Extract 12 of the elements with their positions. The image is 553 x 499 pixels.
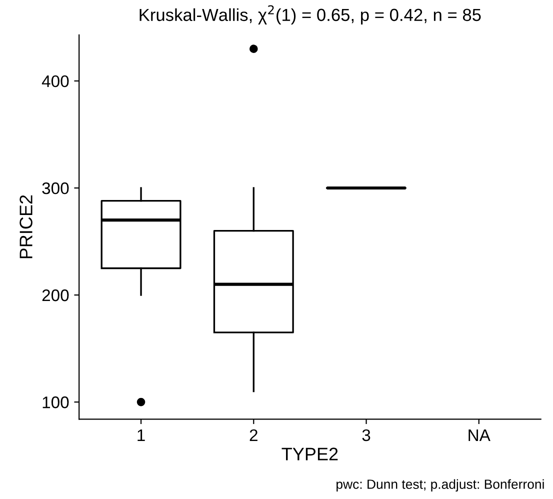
text: pwc: Dunn test; p.adjust: Bonferroni xyxy=(336,479,544,492)
x-tick-label: 3 xyxy=(362,429,370,442)
y-tick-label: 400 xyxy=(42,75,69,88)
y-tick-label: 100 xyxy=(42,396,69,408)
chart-title: Kruskal-Wallis, χ$^{2}$(1) = 0.65, p = 0.42, n = 85 xyxy=(140,5,481,25)
x-axis-title: TYPE2 xyxy=(282,448,338,460)
x-tick-label: NA xyxy=(468,429,490,441)
x-tick-label: 2 xyxy=(250,429,258,441)
y-tick-label: 300 xyxy=(42,182,69,194)
x-tick-label: 1 xyxy=(138,429,145,441)
y-axis-title: PRICE2 xyxy=(20,195,32,258)
y-tick-label: 200 xyxy=(42,289,69,302)
